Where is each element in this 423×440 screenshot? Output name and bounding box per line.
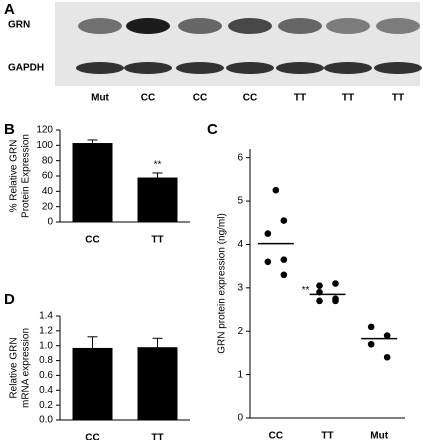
band bbox=[278, 18, 322, 34]
panel-label: C bbox=[207, 121, 218, 138]
data-point bbox=[316, 282, 323, 289]
data-point bbox=[367, 323, 375, 331]
y-tick-label: 2 bbox=[237, 326, 243, 337]
annotation: ** bbox=[154, 160, 162, 171]
band bbox=[228, 18, 272, 34]
panel-label: D bbox=[4, 291, 15, 308]
lane-label: TT bbox=[294, 93, 306, 104]
band bbox=[226, 62, 274, 74]
bar bbox=[137, 177, 178, 222]
y-tick-label: 80 bbox=[42, 155, 54, 166]
y-tick-label: 0.0 bbox=[39, 415, 53, 426]
y-tick-label: 60 bbox=[42, 171, 54, 182]
annotation: ** bbox=[302, 285, 310, 296]
data-point bbox=[332, 297, 339, 305]
band bbox=[76, 62, 124, 74]
bar bbox=[72, 143, 113, 222]
y-tick-label: 6 bbox=[237, 152, 243, 163]
y-tick-label: 1 bbox=[237, 369, 243, 380]
lane-label: CC bbox=[243, 93, 257, 104]
y-tick-label: 0.8 bbox=[39, 355, 53, 366]
data-point bbox=[280, 256, 288, 263]
band bbox=[374, 62, 422, 74]
y-tick-label: 0.2 bbox=[39, 400, 53, 411]
blot-bands bbox=[76, 18, 422, 74]
x-tick-label: Mut bbox=[370, 431, 388, 440]
band bbox=[324, 62, 372, 74]
x-tick-label: TT bbox=[321, 431, 333, 440]
data-point bbox=[272, 186, 280, 194]
x-tick-label: TT bbox=[151, 235, 163, 246]
y-tick-label: 5 bbox=[237, 196, 243, 207]
band bbox=[178, 18, 222, 34]
y-axis-label: Relative GRN bbox=[9, 337, 20, 398]
y-tick-label: 3 bbox=[237, 282, 243, 293]
bar bbox=[72, 347, 113, 420]
band bbox=[126, 18, 170, 34]
data-point bbox=[264, 258, 272, 266]
y-tick-label: 20 bbox=[42, 201, 54, 212]
band bbox=[276, 62, 324, 74]
panel-label: A bbox=[4, 1, 15, 18]
blot-row-label: GRN bbox=[8, 20, 30, 31]
y-tick-label: 1.4 bbox=[39, 311, 53, 322]
data-point bbox=[383, 353, 391, 361]
band bbox=[176, 62, 224, 74]
data-point bbox=[280, 271, 288, 279]
lane-label: CC bbox=[141, 93, 155, 104]
y-tick-label: 1.0 bbox=[39, 340, 53, 351]
x-tick-label: TT bbox=[151, 433, 163, 440]
x-tick-label: CC bbox=[85, 433, 99, 440]
y-tick-label: 0 bbox=[237, 413, 243, 424]
y-tick-label: 120 bbox=[36, 125, 53, 136]
y-tick-label: 0.6 bbox=[39, 370, 53, 381]
band bbox=[376, 18, 420, 34]
y-tick-label: 100 bbox=[36, 140, 53, 151]
lane-label: Mut bbox=[91, 93, 109, 104]
band bbox=[78, 18, 122, 34]
y-axis-label: GRN protein expression (ng/ml) bbox=[217, 213, 228, 354]
blot-row-label: GAPDH bbox=[8, 63, 44, 74]
data-point bbox=[367, 340, 375, 348]
y-axis-label: mRNA expression bbox=[21, 328, 32, 408]
x-tick-label: CC bbox=[269, 431, 283, 440]
data-point bbox=[316, 297, 323, 305]
y-axis-label: Protein Expression bbox=[21, 134, 32, 218]
band bbox=[326, 18, 370, 34]
y-tick-label: 0.4 bbox=[39, 385, 53, 396]
lane-label: TT bbox=[342, 93, 354, 104]
panel-label: B bbox=[4, 121, 15, 138]
y-tick-label: 0 bbox=[47, 217, 53, 228]
y-tick-label: 40 bbox=[42, 186, 54, 197]
band bbox=[124, 62, 172, 74]
data-point bbox=[332, 280, 339, 287]
y-axis-label: % Relative GRN bbox=[9, 140, 20, 213]
y-tick-label: 1.2 bbox=[39, 325, 53, 336]
bar bbox=[137, 347, 178, 420]
lane-label: CC bbox=[193, 93, 207, 104]
lane-label: TT bbox=[392, 93, 404, 104]
y-tick-label: 4 bbox=[237, 239, 243, 250]
x-tick-label: CC bbox=[85, 235, 99, 246]
data-point bbox=[264, 230, 272, 237]
data-point bbox=[383, 332, 391, 339]
data-point bbox=[280, 217, 288, 224]
